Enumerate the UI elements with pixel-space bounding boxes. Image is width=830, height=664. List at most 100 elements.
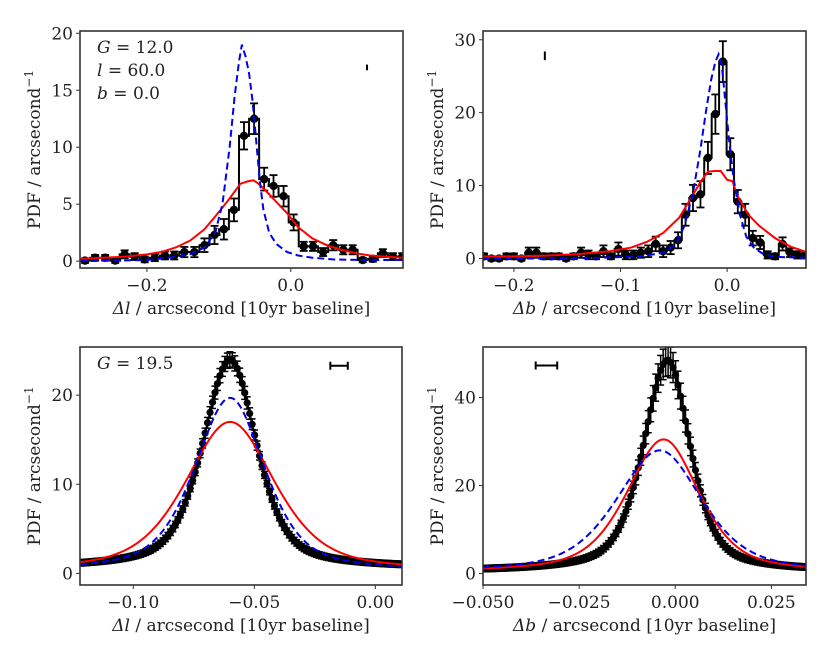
x-tick-label: −0.050 bbox=[452, 593, 515, 613]
model-red-line bbox=[80, 420, 402, 566]
marker bbox=[651, 239, 660, 249]
data-point bbox=[770, 252, 780, 261]
marker bbox=[279, 192, 288, 201]
data-point bbox=[606, 252, 616, 261]
marker bbox=[703, 153, 713, 163]
marker bbox=[268, 495, 276, 503]
data-point bbox=[229, 197, 239, 223]
annotation-text: l = 60.0 bbox=[97, 61, 165, 81]
marker bbox=[711, 109, 720, 119]
data-point bbox=[689, 449, 697, 468]
marker bbox=[629, 250, 638, 260]
marker bbox=[378, 248, 388, 258]
marker bbox=[238, 379, 246, 388]
x-tick-label: 0.025 bbox=[747, 593, 796, 613]
error-scale-bar bbox=[534, 361, 559, 370]
y-tick-label: 0 bbox=[465, 250, 476, 270]
x-tick-label: −0.025 bbox=[548, 593, 611, 613]
data-line bbox=[484, 359, 805, 570]
plot-area bbox=[483, 40, 806, 263]
data-point bbox=[191, 467, 199, 477]
model-red-line bbox=[483, 438, 806, 570]
marker bbox=[748, 233, 757, 243]
data-point bbox=[318, 247, 328, 257]
marker bbox=[189, 476, 197, 485]
data-point bbox=[203, 416, 212, 429]
marker bbox=[785, 248, 795, 257]
marker bbox=[219, 225, 229, 234]
data-histogram-step bbox=[483, 60, 806, 260]
marker bbox=[179, 505, 187, 513]
marker bbox=[265, 488, 274, 496]
y-tick-label: 0 bbox=[62, 564, 73, 584]
marker bbox=[696, 190, 705, 199]
marker bbox=[259, 174, 269, 184]
model-blue-dashed-line bbox=[80, 396, 402, 568]
data-point bbox=[219, 218, 229, 241]
marker bbox=[239, 131, 249, 141]
marker bbox=[229, 205, 239, 215]
marker bbox=[629, 483, 637, 492]
data-point bbox=[348, 244, 357, 256]
marker bbox=[524, 248, 534, 257]
data-point bbox=[748, 229, 757, 247]
data-point bbox=[268, 495, 276, 504]
y-axis-label: PDF / arcsecond−1 bbox=[425, 386, 448, 545]
marker bbox=[270, 502, 279, 510]
y-tick-label: 10 bbox=[51, 475, 73, 495]
marker bbox=[243, 399, 251, 407]
marker bbox=[644, 247, 653, 256]
data-point bbox=[184, 491, 192, 500]
marker bbox=[200, 241, 209, 250]
model-red-line bbox=[483, 170, 806, 258]
data-point bbox=[170, 250, 179, 261]
annotation-text: G = 19.5 bbox=[97, 354, 174, 374]
x-axis-label: Δl / arcsecond [10yr baseline] bbox=[111, 616, 370, 636]
marker bbox=[318, 247, 328, 257]
data-point bbox=[299, 240, 308, 252]
x-tick-label: 0.000 bbox=[651, 593, 700, 613]
data-point bbox=[726, 137, 735, 172]
y-tick-label: 20 bbox=[454, 104, 476, 124]
data-point bbox=[658, 244, 668, 258]
panel-top-right: −0.2 −0.1 0.0 0 10 20 30 Δb / arcsecond [10yr b… bbox=[425, 30, 807, 319]
data-point bbox=[140, 255, 149, 264]
model-red-line bbox=[80, 179, 403, 260]
data-point bbox=[269, 174, 278, 198]
marker bbox=[689, 454, 697, 463]
marker bbox=[170, 251, 179, 260]
data-point bbox=[265, 487, 274, 496]
marker bbox=[180, 247, 189, 257]
plot-area bbox=[80, 351, 402, 569]
marker bbox=[203, 419, 212, 427]
marker bbox=[150, 253, 160, 262]
marker bbox=[681, 417, 690, 425]
y-axis-label: PDF / arcsecond−1 bbox=[425, 70, 448, 229]
data-point bbox=[308, 240, 318, 252]
data-point bbox=[189, 476, 197, 485]
marker bbox=[691, 466, 700, 474]
axes-frame bbox=[482, 346, 807, 586]
plot-area bbox=[483, 347, 806, 573]
data-point bbox=[279, 185, 288, 208]
y-tick-label: 20 bbox=[51, 24, 73, 44]
marker bbox=[770, 252, 780, 261]
x-axis-label: Δb / arcsecond [10yr baseline] bbox=[512, 299, 776, 319]
x-tick-label: 0.0 bbox=[277, 276, 304, 296]
data-point bbox=[696, 180, 705, 209]
y-tick-label: 40 bbox=[454, 389, 476, 409]
marker bbox=[686, 442, 695, 451]
marker bbox=[606, 252, 616, 261]
axes-frame bbox=[482, 30, 807, 269]
y-tick-label: 20 bbox=[51, 386, 73, 406]
data-point bbox=[755, 235, 765, 250]
marker bbox=[246, 409, 254, 418]
error-scale-bar bbox=[329, 361, 349, 370]
marker bbox=[210, 230, 219, 240]
marker bbox=[755, 238, 765, 247]
y-tick-label: 0 bbox=[62, 252, 73, 272]
data-point bbox=[785, 247, 795, 258]
marker bbox=[621, 250, 631, 260]
marker bbox=[140, 255, 149, 264]
data-point bbox=[181, 498, 189, 507]
